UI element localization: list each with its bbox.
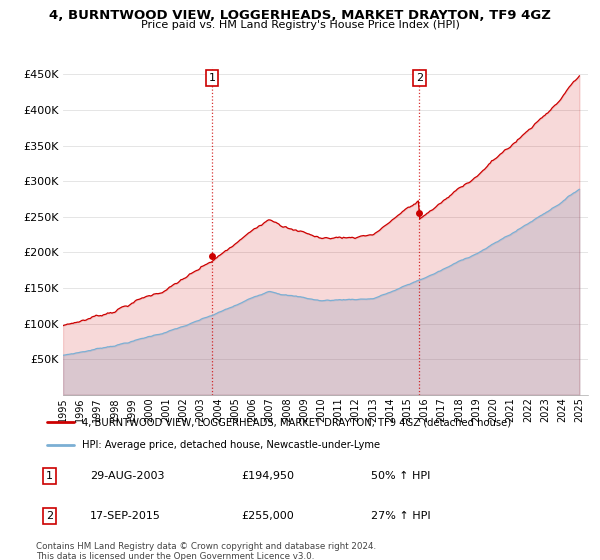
Text: 27% ↑ HPI: 27% ↑ HPI <box>371 511 430 521</box>
Text: HPI: Average price, detached house, Newcastle-under-Lyme: HPI: Average price, detached house, Newc… <box>82 440 380 450</box>
Text: 29-AUG-2003: 29-AUG-2003 <box>90 471 164 481</box>
Text: Price paid vs. HM Land Registry's House Price Index (HPI): Price paid vs. HM Land Registry's House … <box>140 20 460 30</box>
Text: £194,950: £194,950 <box>241 471 294 481</box>
Text: 17-SEP-2015: 17-SEP-2015 <box>90 511 161 521</box>
Text: 1: 1 <box>46 471 53 481</box>
Text: £255,000: £255,000 <box>241 511 294 521</box>
Text: Contains HM Land Registry data © Crown copyright and database right 2024.
This d: Contains HM Land Registry data © Crown c… <box>36 542 376 560</box>
Text: 4, BURNTWOOD VIEW, LOGGERHEADS, MARKET DRAYTON, TF9 4GZ (detached house): 4, BURNTWOOD VIEW, LOGGERHEADS, MARKET D… <box>82 417 511 427</box>
Text: 50% ↑ HPI: 50% ↑ HPI <box>371 471 430 481</box>
Text: 2: 2 <box>416 73 423 83</box>
Text: 2: 2 <box>46 511 53 521</box>
Text: 1: 1 <box>209 73 215 83</box>
Text: 4, BURNTWOOD VIEW, LOGGERHEADS, MARKET DRAYTON, TF9 4GZ: 4, BURNTWOOD VIEW, LOGGERHEADS, MARKET D… <box>49 9 551 22</box>
